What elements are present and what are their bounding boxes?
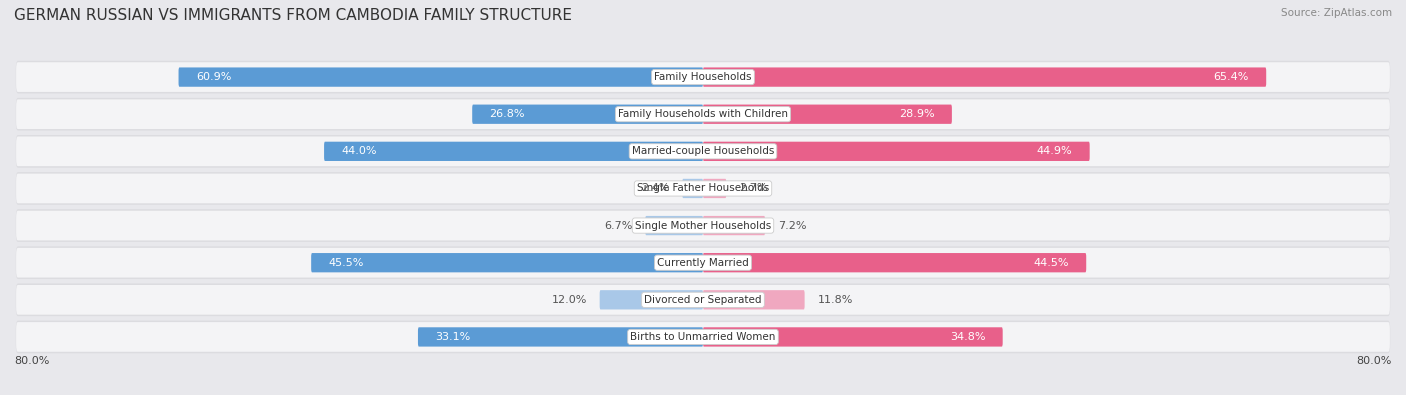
Text: Single Mother Households: Single Mother Households	[636, 220, 770, 231]
Text: 34.8%: 34.8%	[950, 332, 986, 342]
Text: 44.0%: 44.0%	[342, 146, 377, 156]
FancyBboxPatch shape	[703, 142, 1090, 161]
Text: 65.4%: 65.4%	[1213, 72, 1249, 82]
FancyBboxPatch shape	[418, 327, 703, 346]
FancyBboxPatch shape	[15, 137, 1391, 166]
Text: 45.5%: 45.5%	[329, 258, 364, 268]
Text: Family Households with Children: Family Households with Children	[619, 109, 787, 119]
Text: Family Households: Family Households	[654, 72, 752, 82]
FancyBboxPatch shape	[15, 98, 1391, 131]
FancyBboxPatch shape	[703, 290, 804, 309]
FancyBboxPatch shape	[599, 290, 703, 309]
FancyBboxPatch shape	[323, 142, 703, 161]
FancyBboxPatch shape	[703, 327, 1002, 346]
FancyBboxPatch shape	[15, 135, 1391, 167]
Text: 2.4%: 2.4%	[641, 183, 669, 194]
Text: 80.0%: 80.0%	[1357, 356, 1392, 365]
Text: 44.9%: 44.9%	[1036, 146, 1073, 156]
Text: 60.9%: 60.9%	[195, 72, 231, 82]
FancyBboxPatch shape	[645, 216, 703, 235]
FancyBboxPatch shape	[15, 61, 1391, 94]
Text: Source: ZipAtlas.com: Source: ZipAtlas.com	[1281, 8, 1392, 18]
FancyBboxPatch shape	[15, 62, 1391, 92]
FancyBboxPatch shape	[15, 211, 1391, 241]
Text: Births to Unmarried Women: Births to Unmarried Women	[630, 332, 776, 342]
FancyBboxPatch shape	[703, 253, 1087, 272]
FancyBboxPatch shape	[703, 179, 727, 198]
Text: GERMAN RUSSIAN VS IMMIGRANTS FROM CAMBODIA FAMILY STRUCTURE: GERMAN RUSSIAN VS IMMIGRANTS FROM CAMBOD…	[14, 8, 572, 23]
Text: 80.0%: 80.0%	[14, 356, 49, 365]
Text: Single Father Households: Single Father Households	[637, 183, 769, 194]
FancyBboxPatch shape	[15, 248, 1391, 278]
FancyBboxPatch shape	[311, 253, 703, 272]
Text: 6.7%: 6.7%	[605, 220, 633, 231]
FancyBboxPatch shape	[179, 68, 703, 87]
Text: Married-couple Households: Married-couple Households	[631, 146, 775, 156]
Text: 11.8%: 11.8%	[817, 295, 853, 305]
FancyBboxPatch shape	[15, 285, 1391, 315]
FancyBboxPatch shape	[703, 105, 952, 124]
FancyBboxPatch shape	[15, 284, 1391, 316]
FancyBboxPatch shape	[15, 100, 1391, 129]
Text: 12.0%: 12.0%	[551, 295, 586, 305]
Text: 26.8%: 26.8%	[489, 109, 524, 119]
Text: Divorced or Separated: Divorced or Separated	[644, 295, 762, 305]
FancyBboxPatch shape	[15, 209, 1391, 242]
FancyBboxPatch shape	[15, 172, 1391, 205]
Text: 44.5%: 44.5%	[1033, 258, 1069, 268]
Text: 7.2%: 7.2%	[778, 220, 807, 231]
Text: 33.1%: 33.1%	[436, 332, 471, 342]
Text: Currently Married: Currently Married	[657, 258, 749, 268]
FancyBboxPatch shape	[472, 105, 703, 124]
FancyBboxPatch shape	[703, 68, 1267, 87]
FancyBboxPatch shape	[703, 216, 765, 235]
FancyBboxPatch shape	[682, 179, 703, 198]
FancyBboxPatch shape	[15, 246, 1391, 279]
Text: 2.7%: 2.7%	[740, 183, 768, 194]
FancyBboxPatch shape	[15, 322, 1391, 352]
FancyBboxPatch shape	[15, 321, 1391, 353]
FancyBboxPatch shape	[15, 174, 1391, 203]
Text: 28.9%: 28.9%	[898, 109, 935, 119]
